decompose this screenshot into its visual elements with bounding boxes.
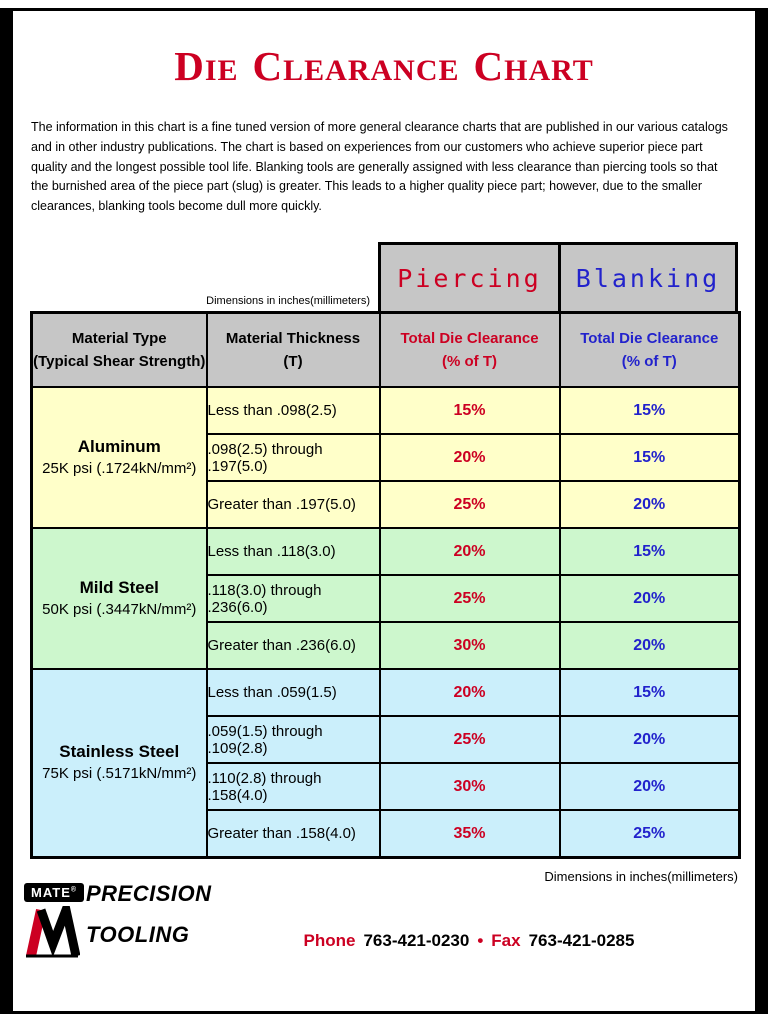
dimensions-note-top: Dimensions in inches(millimeters) [206,295,370,307]
piercing-clearance-header: Total Die Clearance (% of T) [378,311,561,388]
thickness-cell: .118(3.0) through .236(6.0) [205,574,381,623]
thickness-cell: Greater than .197(5.0) [205,480,381,529]
blanking-value-cell: 20% [558,574,741,623]
piercing-header-cell: Piercing [378,242,558,314]
material-type-header: Material Type (Typical Shear Strength) [30,311,208,388]
mate-badge: MATE® [24,883,85,902]
title-word: DIE [174,43,239,89]
thickness-cell: .059(1.5) through .109(2.8) [205,715,381,764]
intro-paragraph: The information in this chart is a fine … [31,120,728,213]
piercing-value-cell: 30% [378,762,561,811]
material-group-cell-stainless-steel: Stainless Steel 75K psi (.5171kN/mm²) [30,668,208,859]
registered-mark: ® [70,886,78,894]
blanking-value-cell: 20% [558,621,741,670]
phone-number: 763-421-0230 [363,931,470,950]
piercing-value-cell: 30% [378,621,561,670]
fax-label: Fax [491,931,521,950]
contact-line: Phone 763-421-0230 • Fax 763-421-0285 [200,931,738,951]
thickness-cell: Greater than .236(6.0) [205,621,381,670]
piercing-value-cell: 20% [378,527,561,576]
operation-header-band: Dimensions in inches(millimeters) Pierci… [30,242,738,314]
blanking-header-cell: Blanking [558,242,738,314]
piercing-value-cell: 25% [378,715,561,764]
piercing-value-cell: 25% [378,480,561,529]
thickness-cell: .110(2.8) through .158(4.0) [205,762,381,811]
company-logo: MATE® PRECISION TOOLING [22,880,211,964]
thickness-cell: Less than .118(3.0) [205,527,381,576]
blanking-value-cell: 15% [558,433,741,482]
table-row: Mild Steel 50K psi (.3447kN/mm²) Less th… [30,527,741,670]
clearance-table: Material Type (Typical Shear Strength) M… [30,311,741,859]
page-title: DIE CLEARANCE CHART [0,46,768,87]
blanking-header-label: Blanking [575,263,721,293]
title-word: CHART [473,43,594,89]
title-word: CLEARANCE [252,43,460,89]
blanking-value-cell: 20% [558,715,741,764]
blanking-value-cell: 15% [558,386,741,435]
mate-m-icon [26,906,80,958]
blanking-value-cell: 25% [558,809,741,859]
thickness-cell: Greater than .158(4.0) [205,809,381,859]
material-thickness-header: Material Thickness (T) [205,311,381,388]
thickness-cell: .098(2.5) through .197(5.0) [205,433,381,482]
table-row: Aluminum 25K psi (.1724kN/mm²) Less than… [30,386,741,529]
piercing-header-label: Piercing [397,263,542,293]
thickness-cell: Less than .098(2.5) [205,386,381,435]
blanking-value-cell: 20% [558,480,741,529]
piercing-value-cell: 25% [378,574,561,623]
blanking-value-cell: 15% [558,668,741,717]
blanking-value-cell: 20% [558,762,741,811]
material-group-cell-aluminum: Aluminum 25K psi (.1724kN/mm²) [30,386,208,529]
fax-number: 763-421-0285 [528,931,635,950]
piercing-value-cell: 15% [378,386,561,435]
blanking-clearance-header: Total Die Clearance (% of T) [558,311,741,388]
table-row: Stainless Steel 75K psi (.5171kN/mm²) Le… [30,668,741,859]
blanking-value-cell: 15% [558,527,741,576]
material-group-cell-mild-steel: Mild Steel 50K psi (.3447kN/mm²) [30,527,208,670]
dimensions-note-bottom: Dimensions in inches(millimeters) [544,869,738,884]
thickness-cell: Less than .059(1.5) [205,668,381,717]
piercing-value-cell: 20% [378,433,561,482]
phone-label: Phone [303,931,356,950]
logo-precision-text: PRECISION [86,881,212,906]
piercing-value-cell: 20% [378,668,561,717]
logo-tooling-text: TOOLING [86,922,190,947]
band-spacer: Dimensions in inches(millimeters) [30,242,378,314]
contact-separator: • [477,931,484,950]
piercing-value-cell: 35% [378,809,561,859]
table-header-row: Material Type (Typical Shear Strength) M… [30,311,741,388]
